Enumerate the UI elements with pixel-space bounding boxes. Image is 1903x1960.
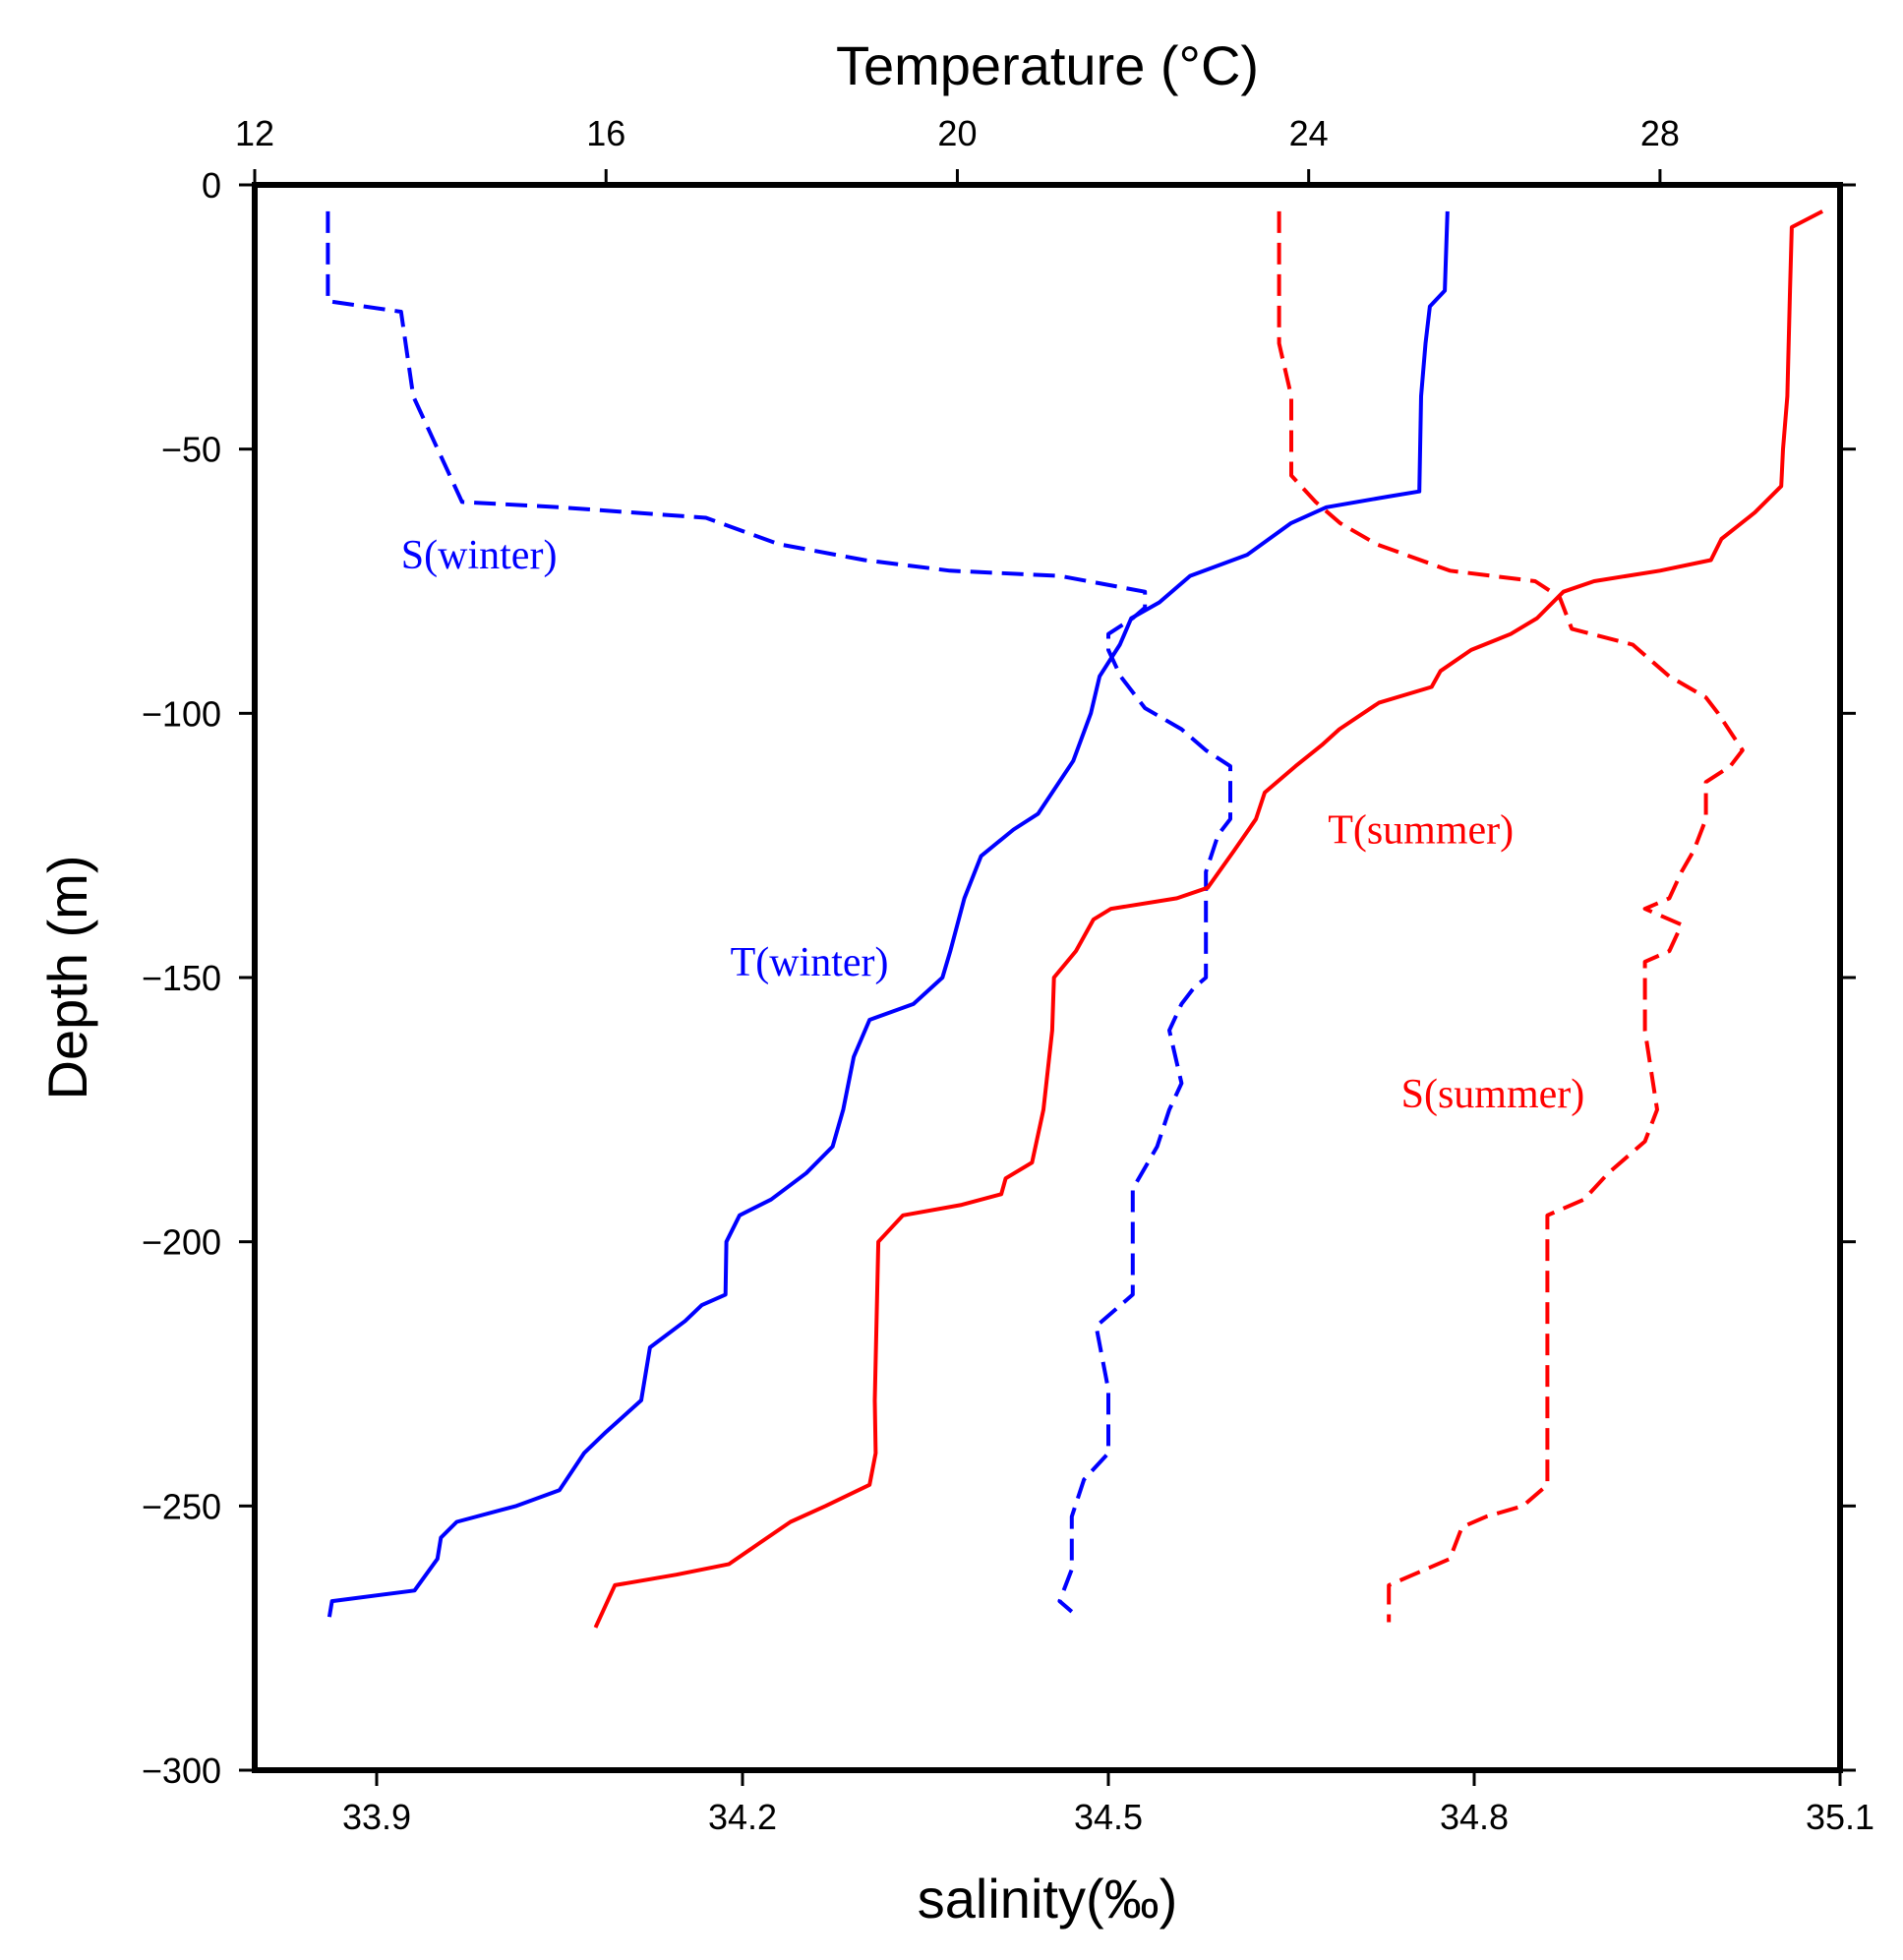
- bottom-tick-label: 33.9: [342, 1797, 411, 1837]
- top-tick-label: 20: [937, 113, 977, 153]
- annotation-layer: S(winter) T(winter) T(summer) S(summer): [401, 533, 1584, 1117]
- left-tick-label: −300: [142, 1751, 221, 1791]
- top-tick-label: 24: [1289, 113, 1329, 153]
- series-label-s-winter: S(winter): [401, 533, 558, 578]
- left-tick-label: −250: [142, 1486, 221, 1526]
- bottom-tick-label: 35.1: [1806, 1797, 1874, 1837]
- left-tick-label: 0: [202, 165, 221, 206]
- series-label-t-winter: T(winter): [731, 940, 889, 985]
- left-tick-label: −50: [161, 430, 221, 470]
- top-axis-title: Temperature (°C): [836, 34, 1259, 96]
- series-line-t-winter: [327, 210, 1450, 1618]
- y-axis-title: Depth (m): [36, 856, 98, 1100]
- plot-frame: [252, 182, 1843, 1773]
- bottom-tick-label: 34.5: [1074, 1797, 1143, 1837]
- series-line-s-winter: [326, 210, 1232, 1614]
- top-tick-label: 12: [235, 113, 274, 153]
- top-tick-label: 28: [1640, 113, 1680, 153]
- left-tick-label: −150: [142, 958, 221, 998]
- top-tick-label: 16: [586, 113, 625, 153]
- bottom-tick-label: 34.2: [708, 1797, 777, 1837]
- series-layer: [326, 209, 1824, 1629]
- left-tick-label: −200: [142, 1222, 221, 1263]
- left-tick-label: −100: [142, 693, 221, 734]
- series-line-t-summer: [593, 209, 1824, 1629]
- bottom-axis-title: salinity(‰): [918, 1868, 1177, 1930]
- bottom-tick-label: 34.8: [1440, 1797, 1509, 1837]
- series-label-t-summer: T(summer): [1328, 808, 1514, 854]
- tick-layer: 33.9 34.2 34.5 34.8 35.1 12 16 20 24 28 0 −50 −100 −1…: [142, 113, 1874, 1837]
- series-label-s-summer: S(summer): [1401, 1072, 1585, 1117]
- series-line-s-summer: [1277, 210, 1745, 1623]
